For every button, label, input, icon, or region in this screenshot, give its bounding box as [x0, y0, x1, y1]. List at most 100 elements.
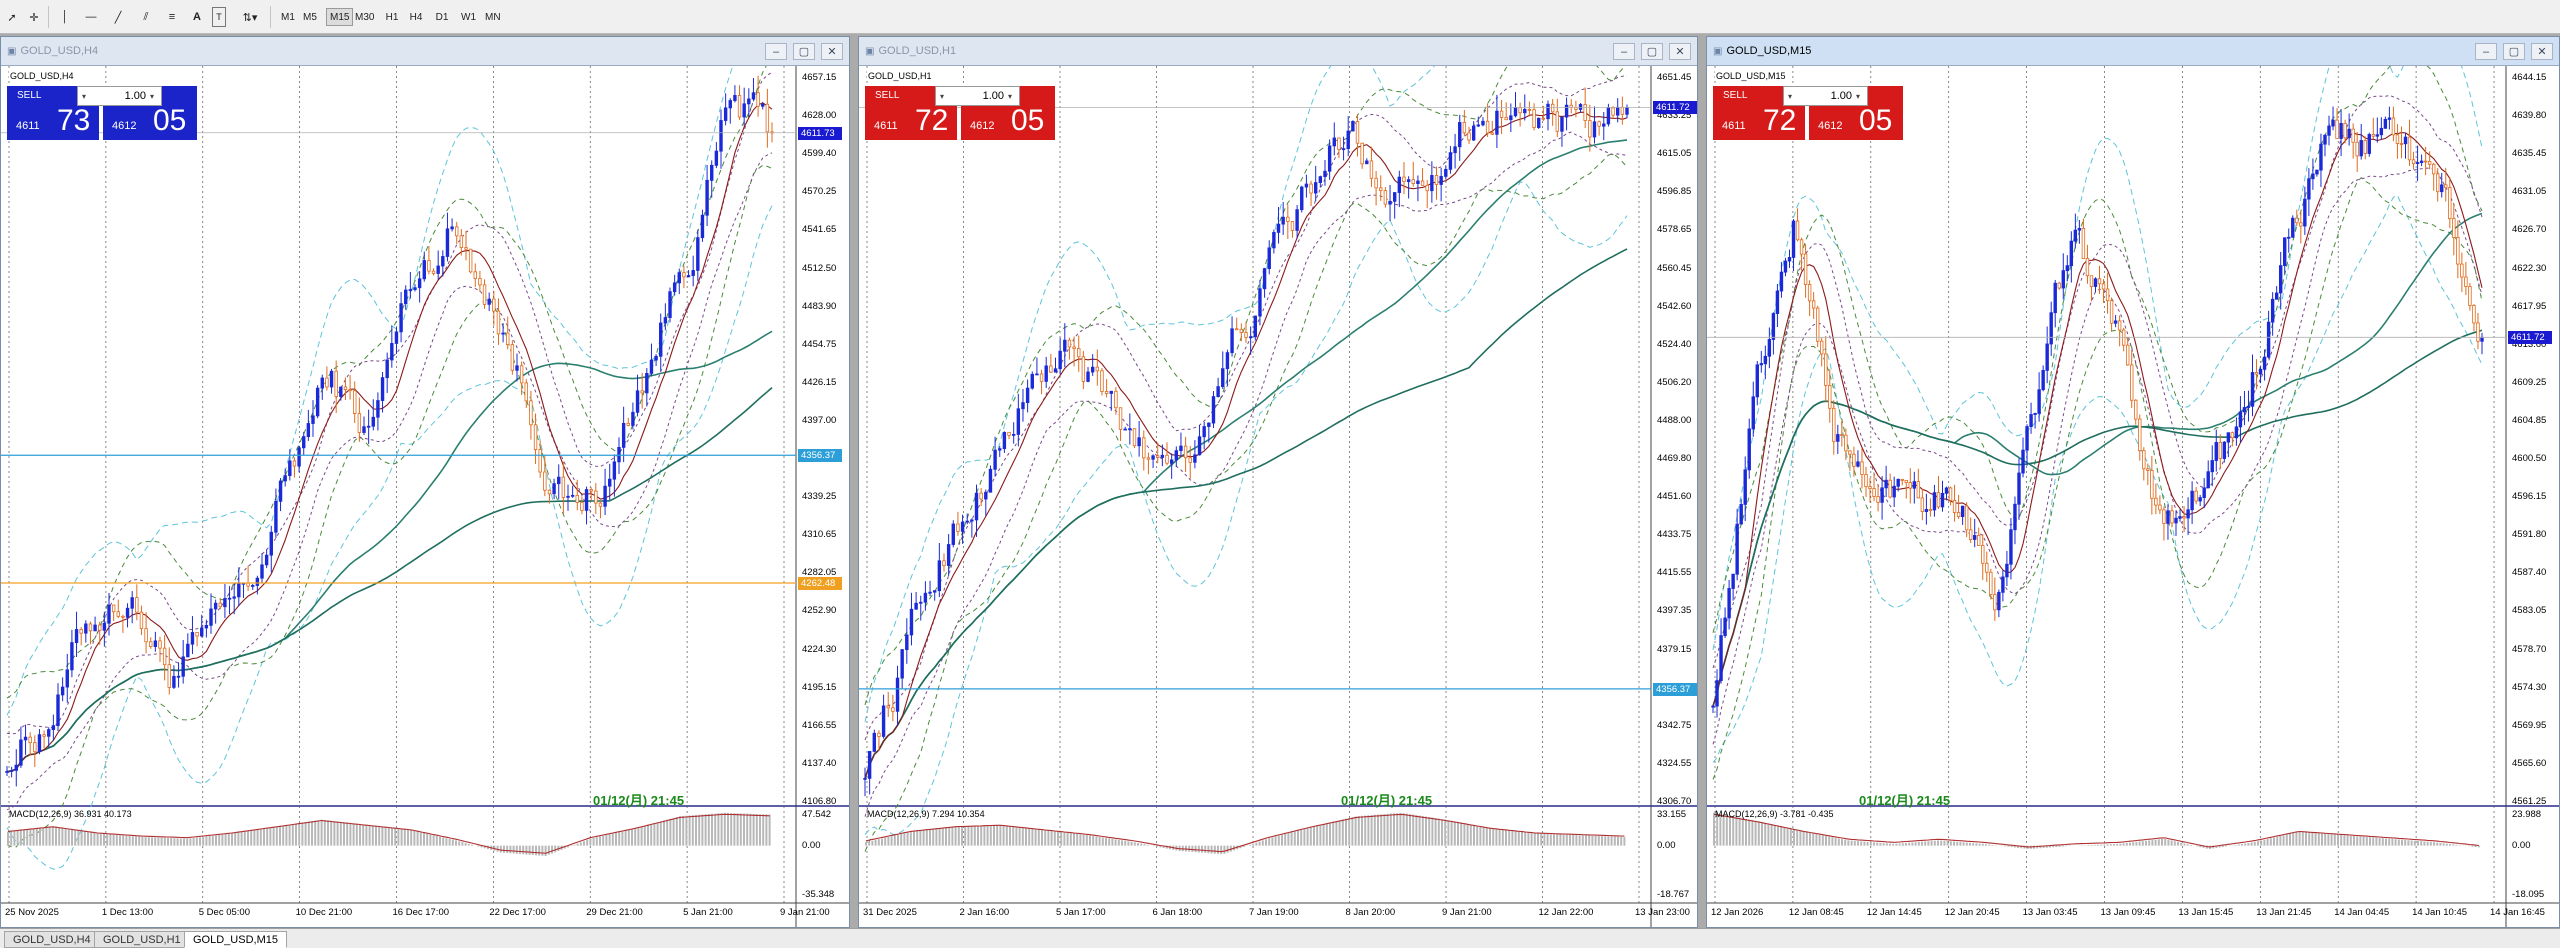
close-button[interactable]: ✕ [821, 43, 843, 60]
candle-body [2367, 134, 2371, 154]
lot-increase-icon[interactable]: ▾ [149, 91, 154, 101]
candle-body [93, 624, 97, 632]
timeframe-d1-button[interactable]: D1 [435, 11, 449, 23]
chart-window-titlebar[interactable]: ▣ GOLD_USD,H1 – ▢ ✕ [859, 37, 1697, 66]
macd-histogram-bar [211, 835, 214, 846]
macd-histogram-bar [2314, 833, 2317, 846]
macd-histogram-bar [1860, 841, 1863, 846]
tab-gold-usd-h4[interactable]: GOLD_USD,H4 [4, 931, 100, 948]
arrows-tool-icon[interactable]: ⇅▾ [242, 11, 258, 24]
timeframe-w1-button[interactable]: W1 [461, 11, 476, 23]
maximize-button[interactable]: ▢ [2503, 43, 2525, 60]
maximize-button[interactable]: ▢ [793, 43, 815, 60]
lot-size-field[interactable]: ▾▾ [77, 86, 162, 106]
timeframe-m1-button[interactable]: M1 [281, 11, 295, 23]
candle-body [2021, 449, 2025, 474]
macd-histogram-bar [2103, 844, 2106, 846]
timeframe-mn-button[interactable]: MN [485, 11, 501, 23]
lot-increase-icon[interactable]: ▾ [1855, 91, 1860, 101]
timeframe-m15-button[interactable]: M15 [326, 8, 354, 26]
lot-size-input[interactable] [948, 87, 1004, 105]
candle-body [1767, 339, 1772, 357]
candle-body [153, 640, 158, 647]
horizontal-line-tool-icon[interactable]: — [85, 11, 97, 23]
macd-histogram-bar [279, 826, 281, 846]
close-button[interactable]: ✕ [1669, 43, 1691, 60]
lot-size-field[interactable]: ▾▾ [1783, 86, 1868, 106]
price-chart-canvas[interactable] [1, 66, 849, 927]
macd-histogram-bar [1937, 840, 1939, 846]
candle-body [445, 228, 450, 257]
lot-increase-icon[interactable]: ▾ [1007, 91, 1012, 101]
chart-window-2[interactable]: ▣GOLD_USD,M15–▢✕GOLD_USD,M15SELL461172BU… [1706, 36, 2560, 928]
lot-decrease-icon[interactable]: ▾ [1787, 91, 1792, 101]
candle-body [1300, 186, 1304, 211]
chart-window-titlebar[interactable]: ▣ GOLD_USD,M15 – ▢ ✕ [1707, 37, 2559, 66]
price-chart-canvas[interactable] [1707, 66, 2559, 927]
candle-body [487, 298, 491, 305]
maximize-button[interactable]: ▢ [1641, 43, 1663, 60]
price-axis-label: 4615.05 [1657, 148, 1692, 160]
chart-window-1[interactable]: ▣GOLD_USD,H1–▢✕GOLD_USD,H1SELL461172BUY4… [858, 36, 1698, 928]
macd-histogram-bar [2311, 832, 2314, 846]
tab-gold-usd-m15[interactable]: GOLD_USD,M15 [184, 931, 287, 948]
candle-body [659, 322, 663, 357]
tab-gold-usd-h1[interactable]: GOLD_USD,H1 [94, 931, 190, 948]
chart-window-titlebar[interactable]: ▣ GOLD_USD,H4 – ▢ ✕ [1, 37, 849, 66]
macd-histogram-bar [973, 825, 976, 846]
candle-body [1743, 469, 1747, 505]
crosshair-tool-icon[interactable]: ✛ [29, 11, 39, 24]
price-chart-canvas[interactable] [859, 66, 1697, 927]
minimize-button[interactable]: – [765, 43, 787, 60]
candle-body [580, 502, 584, 511]
macd-histogram-bar [1345, 818, 1347, 846]
macd-histogram-bar [138, 836, 141, 846]
candle-body [751, 92, 756, 100]
candle-body [288, 460, 292, 477]
vertical-line-tool-icon[interactable]: │ [61, 11, 69, 23]
macd-histogram-bar [977, 825, 979, 846]
cursor-tool-icon[interactable]: ➚ [7, 11, 17, 24]
chart-window-0[interactable]: ▣GOLD_USD,H4–▢✕GOLD_USD,H4SELL461173BUY4… [0, 36, 850, 928]
close-button[interactable]: ✕ [2531, 43, 2553, 60]
timeframe-m30-button[interactable]: M30 [355, 11, 375, 23]
candle-body [863, 777, 867, 780]
macd-histogram-bar [615, 832, 617, 846]
minimize-button[interactable]: – [1613, 43, 1635, 60]
candle-body [1179, 445, 1183, 452]
lot-size-input[interactable] [90, 87, 146, 105]
text-tool-icon[interactable]: A [193, 11, 201, 23]
timeframe-h4-button[interactable]: H4 [409, 11, 423, 23]
macd-histogram-bar [1473, 825, 1475, 846]
macd-histogram-bar [1063, 832, 1066, 846]
timeframe-h1-button[interactable]: H1 [385, 11, 399, 23]
macd-histogram-bar [2333, 834, 2336, 846]
macd-histogram-bar [1815, 834, 1818, 846]
macd-histogram-bar [423, 833, 425, 846]
macd-histogram-bar [1351, 817, 1354, 846]
macd-histogram-bar [336, 821, 339, 846]
fibonacci-tool-icon[interactable]: ≡ [168, 11, 176, 23]
trendline-tool-icon[interactable]: ╱ [114, 11, 122, 24]
macd-histogram-bar [1533, 833, 1536, 846]
lot-size-field[interactable]: ▾▾ [935, 86, 1020, 106]
sell-button[interactable]: SELL 4611 72 [1713, 86, 1805, 140]
channel-tool-icon[interactable]: ⫽ [143, 10, 149, 23]
minimize-button[interactable]: – [2475, 43, 2497, 60]
macd-histogram-bar [1364, 815, 1367, 846]
lot-size-input[interactable] [1796, 87, 1852, 105]
macd-axis-label: 47.542 [802, 809, 832, 820]
candle-body [274, 500, 278, 533]
macd-histogram-bar [205, 836, 208, 846]
candle-body [612, 461, 617, 480]
timeframe-m5-button[interactable]: M5 [303, 11, 317, 23]
macd-histogram-bar [2151, 840, 2154, 846]
label-tool-icon[interactable]: T [212, 7, 226, 27]
candle-body [2109, 300, 2114, 324]
macd-histogram-bar [1825, 836, 1827, 846]
candle-body [946, 544, 951, 566]
lot-decrease-icon[interactable]: ▾ [81, 91, 86, 101]
lot-decrease-icon[interactable]: ▾ [939, 91, 944, 101]
candle-body [872, 732, 876, 752]
macd-histogram-bar [1485, 827, 1488, 846]
